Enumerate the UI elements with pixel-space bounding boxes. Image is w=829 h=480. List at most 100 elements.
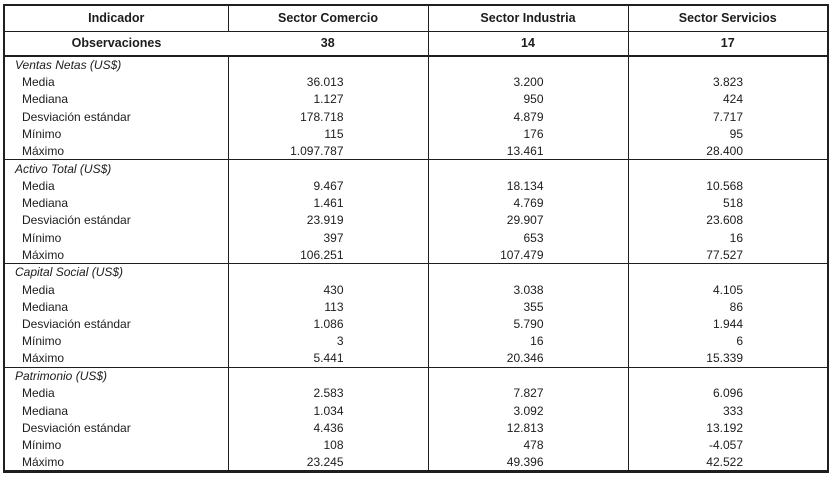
- stat-value: 1.034: [227, 401, 428, 420]
- stat-value: 176: [427, 125, 628, 143]
- column-header-sector-comercio: Sector Comercio: [227, 5, 428, 32]
- section-title: Patrimonio (US$): [4, 366, 228, 385]
- stat-value: 95: [627, 125, 828, 143]
- stat-value: 20.346: [427, 350, 628, 368]
- column-header-indicador: Indicador: [4, 5, 228, 32]
- stat-label: Máximo: [22, 247, 65, 262]
- stat-row: Máximo 1.097.787 13.461 28.400: [4, 142, 828, 160]
- stat-row: Media 430 3.038 4.105: [4, 280, 828, 299]
- stat-value: 7.717: [627, 107, 828, 126]
- empty-cell: [627, 263, 828, 281]
- stat-row: Desviación estándar 178.718 4.879 7.717: [4, 107, 828, 126]
- stat-value: 4.879: [427, 107, 628, 126]
- stat-label: Desviación estándar: [22, 420, 131, 435]
- stat-label: Mínimo: [22, 334, 62, 349]
- section-title-row: Patrimonio (US$): [4, 366, 828, 385]
- stat-value: 36.013: [227, 73, 428, 91]
- stat-label: Mínimo: [22, 126, 62, 141]
- stat-value: 4.436: [227, 419, 428, 437]
- empty-cell: [227, 263, 428, 281]
- statistics-table: Indicador Sector Comercio Sector Industr…: [3, 4, 829, 473]
- stat-value: 5.441: [227, 350, 428, 368]
- stat-row: Mínimo 3 16 6: [4, 332, 828, 351]
- stat-value: 355: [427, 298, 628, 316]
- stat-value: 4.105: [627, 280, 828, 299]
- stat-label: Mínimo: [22, 230, 62, 245]
- stat-value: 42.522: [627, 453, 828, 472]
- empty-cell: [427, 366, 628, 385]
- stat-row: Máximo 23.245 49.396 42.522: [4, 453, 828, 472]
- stat-value: 1.086: [227, 315, 428, 333]
- stat-value: 28.400: [627, 142, 828, 160]
- header-row: Indicador Sector Comercio Sector Industr…: [4, 5, 828, 32]
- stat-value: 424: [627, 90, 828, 108]
- stat-value: 13.461: [427, 142, 628, 160]
- stat-value: 333: [627, 401, 828, 420]
- table-body: Ventas Netas (US$) Media 36.013 3.200 3.823 M…: [4, 56, 828, 472]
- stat-label: Media: [22, 282, 55, 297]
- stat-label: Máximo: [22, 454, 65, 469]
- stat-label: Mediana: [22, 92, 69, 107]
- empty-cell: [227, 159, 428, 178]
- stat-value: 23.919: [227, 211, 428, 229]
- stat-value: 77.527: [627, 246, 828, 264]
- empty-cell: [427, 56, 628, 74]
- stat-value: 1.127: [227, 90, 428, 108]
- stat-label: Media: [22, 386, 55, 401]
- stat-row: Mínimo 115 176 95: [4, 125, 828, 143]
- stat-row: Mediana 1.034 3.092 333: [4, 401, 828, 420]
- observations-label: Observaciones: [4, 31, 228, 57]
- stat-row: Desviación estándar 1.086 5.790 1.944: [4, 315, 828, 333]
- stat-value: 15.339: [627, 350, 828, 368]
- empty-cell: [427, 159, 628, 178]
- stat-label: Mínimo: [22, 438, 62, 453]
- stat-row: Media 36.013 3.200 3.823: [4, 73, 828, 91]
- empty-cell: [627, 366, 828, 385]
- stat-value: 9.467: [227, 177, 428, 195]
- section-title-row: Capital Social (US$): [4, 263, 828, 281]
- stat-label: Máximo: [22, 351, 65, 366]
- stat-value: 1.461: [227, 194, 428, 212]
- stat-value: 1.097.787: [227, 142, 428, 160]
- stat-label: Desviación estándar: [22, 109, 131, 124]
- stat-value: 10.568: [627, 177, 828, 195]
- stat-row: Desviación estándar 4.436 12.813 13.192: [4, 419, 828, 437]
- observations-value-industria: 14: [427, 31, 628, 57]
- stat-label: Desviación estándar: [22, 317, 131, 332]
- empty-cell: [427, 263, 628, 281]
- stat-value: 3.092: [427, 401, 628, 420]
- empty-cell: [227, 56, 428, 74]
- observations-value-servicios: 17: [627, 31, 828, 57]
- stat-value: 518: [627, 194, 828, 212]
- stat-value: 6.096: [627, 384, 828, 402]
- stat-value: 107.479: [427, 246, 628, 264]
- stat-value: 3: [227, 332, 428, 351]
- stat-value: 653: [427, 228, 628, 247]
- stat-label: Media: [22, 178, 55, 193]
- section-title: Capital Social (US$): [4, 263, 228, 281]
- stat-value: 5.790: [427, 315, 628, 333]
- stat-label: Mediana: [22, 403, 69, 418]
- observations-row: Observaciones 38 14 17: [4, 31, 828, 57]
- observations-value-comercio: 38: [228, 31, 428, 57]
- stat-label: Mediana: [22, 299, 69, 314]
- stat-row: Máximo 5.441 20.346 15.339: [4, 350, 828, 368]
- stat-label: Desviación estándar: [22, 213, 131, 228]
- stat-value: 3.038: [427, 280, 628, 299]
- stat-value: 6: [627, 332, 828, 351]
- stat-label: Mediana: [22, 196, 69, 211]
- stat-value: 16: [627, 228, 828, 247]
- stat-row: Mediana 1.127 950 424: [4, 90, 828, 108]
- section-title-row: Activo Total (US$): [4, 159, 828, 178]
- stat-row: Mediana 1.461 4.769 518: [4, 194, 828, 212]
- stat-value: 7.827: [427, 384, 628, 402]
- stat-value: 18.134: [427, 177, 628, 195]
- stat-value: 108: [227, 436, 428, 454]
- stat-value: 3.823: [627, 73, 828, 91]
- stat-value: 23.245: [227, 453, 428, 472]
- stat-row: Máximo 106.251 107.479 77.527: [4, 246, 828, 264]
- stat-value: 23.608: [627, 211, 828, 229]
- stat-value: 12.813: [427, 419, 628, 437]
- stat-value: 178.718: [227, 107, 428, 126]
